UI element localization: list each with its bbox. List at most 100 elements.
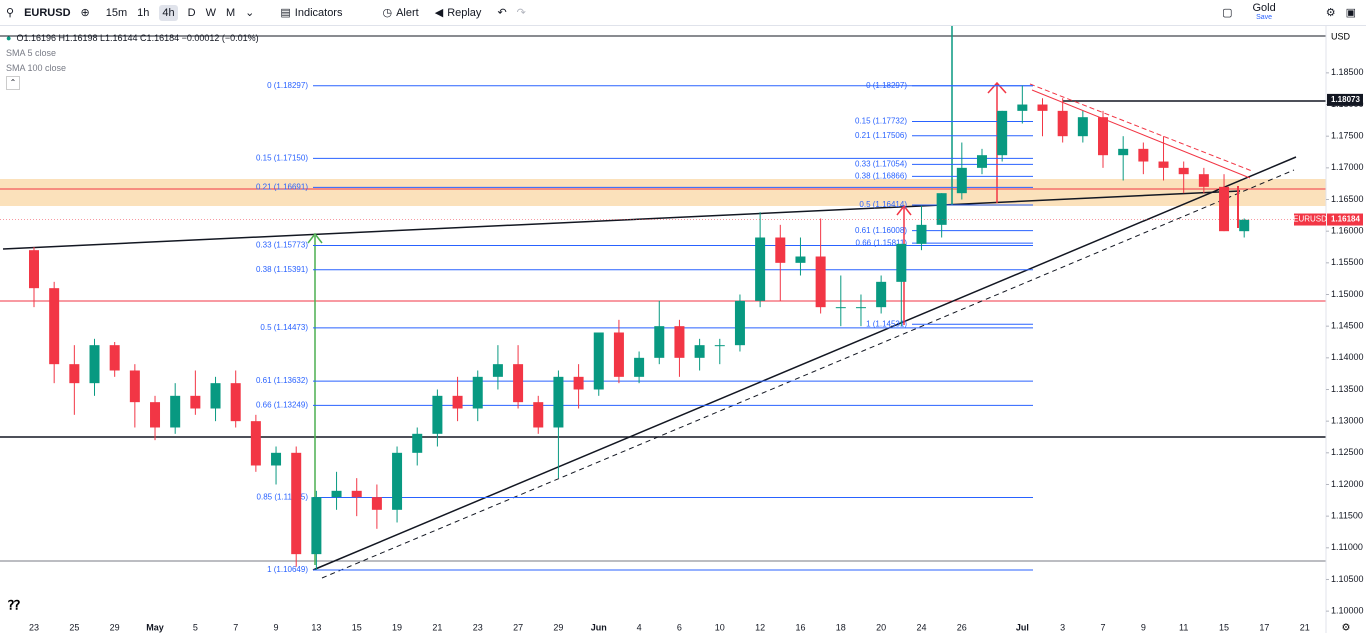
candle-body (674, 326, 685, 358)
currency: USD (1331, 31, 1351, 41)
layout-icon[interactable]: ▢ (1222, 7, 1233, 19)
fib-label: 0.85 (1.11795) (257, 493, 309, 502)
x-tick-label: 7 (1101, 622, 1106, 632)
indicators[interactable]: Indicators (294, 6, 343, 19)
x-tick-label: 3 (1060, 622, 1065, 632)
candle-body (876, 281, 887, 308)
x-tick-label: 9 (274, 622, 279, 632)
x-tick-label: 23 (29, 622, 39, 632)
x-tick-label: 10 (715, 622, 725, 632)
indicator[interactable]: SMA 5 close (6, 48, 57, 58)
x-tick-label: May (146, 622, 164, 632)
candle-body (1158, 161, 1169, 168)
candle-body (1138, 148, 1149, 162)
replay-icon[interactable]: ◀ (434, 7, 444, 19)
y-tick-label: 1.11000 (1331, 542, 1363, 552)
candle-body (129, 370, 140, 403)
add-symbol[interactable]: ⊕ (80, 7, 90, 19)
fib-label: 0.33 (1.17054) (855, 160, 907, 169)
y-tick-label: 1.15000 (1331, 289, 1364, 299)
candle-body (573, 376, 584, 390)
y-tick-label: 1.11500 (1331, 511, 1363, 521)
logo[interactable]: ⁇ (8, 597, 20, 612)
fib-label: 0.33 (1.15773) (256, 241, 308, 250)
fib-label: 0.66 (1.15811) (856, 238, 908, 247)
collapse[interactable]: ⌃ (6, 76, 20, 90)
candle-body (775, 237, 786, 263)
candle-body (271, 452, 282, 466)
candle-body (1178, 167, 1189, 175)
candle-body (855, 307, 866, 309)
symbol[interactable]: EURUSD (24, 6, 71, 19)
candle-body (89, 345, 100, 384)
x-tick-label: 29 (110, 622, 120, 632)
trend-line (1031, 89, 1251, 179)
x-tick-label: 27 (513, 622, 523, 632)
interval[interactable]: 15m (105, 6, 128, 19)
indicators-icon[interactable]: ▤ (280, 7, 291, 19)
alert[interactable]: Alert (396, 6, 419, 19)
x-tick-label: 29 (553, 622, 563, 632)
candle-body (371, 497, 382, 510)
alert-icon[interactable]: ◷ (382, 7, 393, 19)
interval[interactable]: 4h (159, 4, 178, 21)
candle-body (210, 383, 221, 409)
interval[interactable]: M (225, 6, 236, 19)
candle-body (432, 395, 443, 434)
chevron[interactable]: ⌄ (245, 7, 255, 19)
candle-body (513, 364, 524, 403)
search-icon[interactable]: ⚲ (6, 7, 15, 19)
symbol-tag-label: EURUSD (1293, 215, 1327, 224)
interval[interactable]: 1h (137, 6, 150, 19)
settings[interactable]: ⚙ (1325, 7, 1336, 19)
x-tick-label: 4 (637, 622, 642, 632)
candle-body (916, 224, 927, 244)
x-tick-label: 13 (311, 622, 321, 632)
price-tag (1327, 213, 1363, 226)
fib-label: 1 (1.10649) (267, 565, 308, 574)
candle-body (694, 345, 705, 358)
y-tick-label: 1.14000 (1331, 352, 1364, 362)
x-tick-label: 15 (1219, 622, 1229, 632)
camera[interactable]: ▣ (1345, 7, 1356, 19)
interval[interactable]: D (187, 6, 196, 19)
candle-body (190, 395, 201, 409)
layout[interactable]: Gold Save (1252, 2, 1275, 22)
fib-label: 0.38 (1.15391) (256, 265, 308, 274)
x-tick-label: 21 (1300, 622, 1310, 632)
y-tick-label: 1.12000 (1331, 479, 1364, 489)
candle-body (815, 256, 826, 308)
arrow-head (896, 204, 912, 216)
candle-body (1057, 110, 1068, 137)
x-tick-label: 20 (876, 622, 886, 632)
x-tick-label: 9 (1141, 622, 1146, 632)
candle-body (69, 364, 80, 384)
undo[interactable]: ↶ (497, 7, 507, 19)
trend-line (321, 169, 1295, 579)
symbol-tag (1294, 213, 1326, 226)
redo[interactable]: ↷ (516, 7, 526, 19)
candle-body (1239, 219, 1250, 232)
fib-label: 0.66 (1.13249) (256, 400, 308, 409)
candle-body (230, 383, 241, 422)
indicator[interactable]: SMA 100 close (6, 63, 67, 73)
candle-body (593, 332, 604, 390)
x-tick-label: 18 (836, 622, 846, 632)
interval[interactable]: W (205, 6, 216, 19)
candle-body (452, 395, 463, 409)
y-tick-label: 1.10500 (1331, 574, 1364, 584)
y-tick-label: 1.17000 (1331, 162, 1364, 172)
candle-body (1198, 174, 1209, 187)
arrow-head (307, 232, 323, 244)
price-tag (1327, 93, 1363, 106)
candle-body (795, 256, 806, 263)
replay[interactable]: Replay (447, 6, 482, 19)
x-tick-label: 26 (957, 622, 967, 632)
candle-body (734, 300, 745, 346)
axis-settings[interactable]: ⚙ (1342, 623, 1351, 633)
candle-body (533, 402, 544, 428)
y-tick-label: 1.10000 (1331, 606, 1364, 616)
candle-body (1037, 104, 1048, 111)
candle-body (835, 307, 846, 309)
